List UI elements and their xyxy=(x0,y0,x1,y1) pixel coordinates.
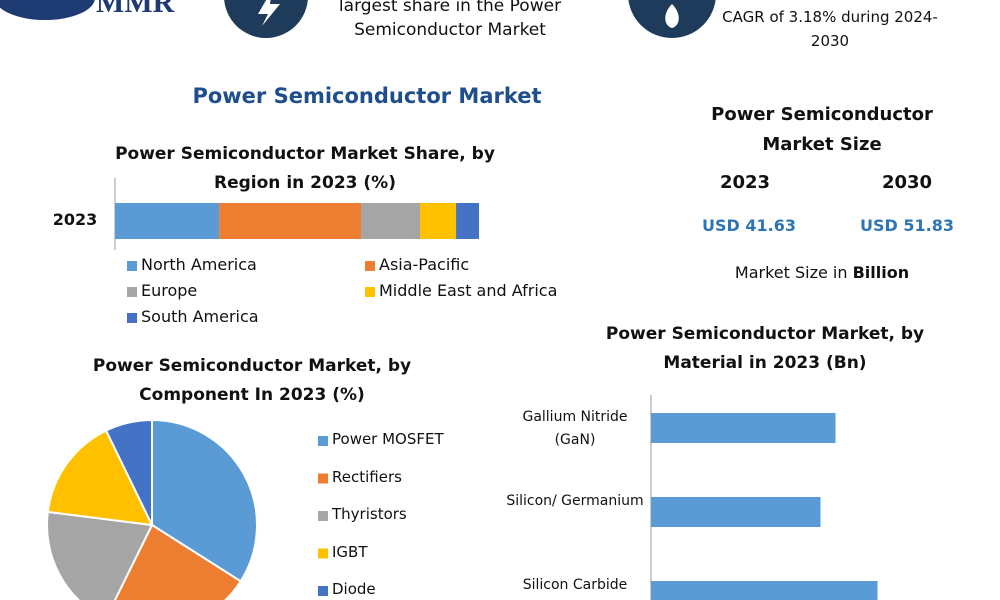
size-value: USD 41.63 xyxy=(702,216,796,235)
legend-label: Rectifiers xyxy=(332,467,402,486)
legend-label: Diode xyxy=(332,580,376,598)
category-label: 2023 xyxy=(52,210,98,229)
legend-swatch xyxy=(318,436,328,446)
chart-title: Power Semiconductor Market, by Component… xyxy=(92,356,412,405)
bar-segment xyxy=(456,203,479,239)
pie-slice xyxy=(46,429,154,527)
category-label: Gallium Nitride (GaN) xyxy=(522,409,628,448)
legend-swatch xyxy=(127,261,137,271)
legend-swatch xyxy=(318,473,328,484)
year: 2023 xyxy=(719,172,771,193)
category-label: Silicon Carbide xyxy=(522,577,628,593)
legend-label: North America xyxy=(141,255,257,274)
size-value: USD 51.83 xyxy=(860,216,954,235)
bar xyxy=(651,413,836,443)
chart-title: Power Semiconductor Market, by Material … xyxy=(605,324,925,373)
bar xyxy=(651,581,878,600)
legend-swatch xyxy=(127,313,137,323)
legend-label: Asia-Pacific xyxy=(379,255,470,274)
legend-swatch xyxy=(127,287,137,297)
pie-slice xyxy=(104,418,153,526)
unit: Billion xyxy=(852,263,910,282)
logo-mark xyxy=(0,0,95,20)
bar-segment xyxy=(115,203,220,239)
legend-swatch xyxy=(318,511,328,521)
bar-segment xyxy=(420,203,457,239)
legend-label: Middle East and Africa xyxy=(379,281,558,300)
legend-label: Europe xyxy=(141,281,198,300)
legend-swatch xyxy=(365,287,375,297)
logo-text: MMR xyxy=(96,0,175,19)
bar-segment xyxy=(219,203,362,239)
pie-slice xyxy=(46,510,154,600)
pie-slice xyxy=(113,523,243,600)
legend-swatch xyxy=(365,261,375,271)
bar xyxy=(651,497,821,527)
bolt-icon xyxy=(258,0,280,26)
flame-icon xyxy=(665,4,679,28)
unit-prefix: Market Size in xyxy=(734,263,848,282)
size-title: Power Semiconductor Market Size xyxy=(711,104,933,155)
year: 2030 xyxy=(881,172,933,193)
legend-swatch xyxy=(318,586,328,596)
unit-note: Market Size in Billion xyxy=(702,263,942,282)
legend-label: Power MOSFET xyxy=(332,430,444,448)
highlight: CAGR of 3.18% during 2024-2030 xyxy=(722,8,938,50)
legend-label: Thyristors xyxy=(332,505,407,523)
main-title: Power Semiconductor Market xyxy=(192,84,542,108)
legend-label: South America xyxy=(141,307,259,326)
highlight: largest share in the Power Semiconductor… xyxy=(338,0,562,40)
category-label: Silicon/ Germanium xyxy=(506,493,644,509)
legend-label: IGBT xyxy=(332,542,368,561)
legend-swatch xyxy=(318,548,328,559)
bar-segment xyxy=(361,203,421,239)
chart-title: Power Semiconductor Market Share, by Reg… xyxy=(115,144,495,193)
